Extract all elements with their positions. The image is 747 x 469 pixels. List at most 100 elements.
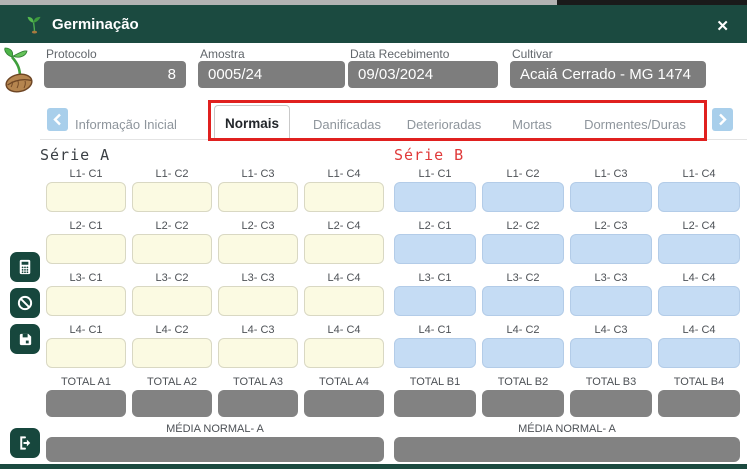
serie-b-title: Série B [394,146,465,164]
page-title: Germinação [52,15,139,33]
seed-count-input[interactable] [482,182,564,212]
seed-count-input[interactable] [132,182,212,212]
seed-count-input[interactable] [304,182,384,212]
tabs-next-button[interactable] [712,108,733,131]
seed-count-input[interactable] [658,338,740,368]
protocolo-label: Protocolo [46,47,97,61]
chevron-left-icon [53,113,61,126]
exit-button[interactable] [10,428,40,458]
save-button[interactable] [10,324,40,354]
seed-count-input[interactable] [394,234,476,264]
tab-dormentes-duras[interactable]: Dormentes/Duras [584,117,686,132]
total-field [482,390,564,417]
seed-count-input[interactable] [394,182,476,212]
cell-label: L2- C2 [506,220,540,232]
cell-label: L3- C1 [69,272,103,284]
media-label: MÉDIA NORMAL- A [518,423,616,435]
cell-label: L4- C3 [594,324,628,336]
window-top-strip-dark [557,0,747,6]
serie-b-grid: L1- C1 L1- C2 L1- C3 L1- C4 L2- C1 L2- C2 L2- … [394,168,740,462]
seed-count-input[interactable] [218,234,298,264]
total-label: TOTAL A1 [61,376,111,388]
seed-count-input[interactable] [570,182,652,212]
exit-arrow-icon [20,436,31,450]
total-label: TOTAL B3 [585,376,637,388]
cell-label: L2- C2 [155,220,189,232]
seed-count-input[interactable] [658,234,740,264]
cell-label: L1- C3 [241,168,275,180]
cultivar-field[interactable]: Acaiá Cerrado - MG 1474 [510,61,706,88]
seed-count-input[interactable] [482,286,564,316]
data-recebimento-field[interactable]: 09/03/2024 [348,61,498,88]
total-label-row: TOTAL A1 TOTAL A2 TOTAL A3 TOTAL A4 [46,376,384,389]
total-field [46,390,126,417]
seed-count-input[interactable] [132,286,212,316]
cell-label: L4- C4 [327,272,361,284]
tabbar-divider [40,139,747,140]
close-icon[interactable]: ✕ [716,18,729,35]
seed-count-input[interactable] [570,286,652,316]
amostra-label: Amostra [200,47,245,61]
total-label: TOTAL B4 [673,376,725,388]
seed-count-input[interactable] [394,286,476,316]
seed-count-input[interactable] [304,234,384,264]
amostra-field[interactable]: 0005/24 [198,61,345,88]
seed-count-input[interactable] [658,182,740,212]
cell-row [394,338,740,368]
total-label: TOTAL B2 [497,376,549,388]
total-field [132,390,212,417]
cell-label-row: L3- C1 L3- C2 L3- C3 L4- C4 [46,272,384,285]
total-label-row: TOTAL B1 TOTAL B2 TOTAL B3 TOTAL B4 [394,376,740,389]
seed-count-input[interactable] [46,182,126,212]
total-field [304,390,384,417]
total-label: TOTAL A3 [233,376,283,388]
cancel-button[interactable] [10,288,40,318]
data-recebimento-label: Data Recebimento [350,47,450,61]
seed-count-input[interactable] [218,182,298,212]
cell-label: L2- C1 [418,220,452,232]
cell-label-row: L1- C1 L1- C2 L1- C3 L1- C4 [394,168,740,181]
protocolo-field[interactable]: 8 [44,61,186,88]
calculate-button[interactable] [10,252,40,282]
chevron-right-icon [719,113,727,126]
seed-count-input[interactable] [482,338,564,368]
cell-label: L4- C1 [69,324,103,336]
seed-count-input[interactable] [658,286,740,316]
tab-normais[interactable]: Normais [214,105,290,141]
media-field [46,437,384,462]
seed-count-input[interactable] [46,286,126,316]
sprout-icon [27,16,41,34]
seed-count-input[interactable] [482,234,564,264]
seed-count-input[interactable] [304,286,384,316]
seed-count-input[interactable] [46,234,126,264]
window-bottom-bar [0,464,747,469]
cell-label: L1- C4 [327,168,361,180]
cell-label-row: L1- C1 L1- C2 L1- C3 L1- C4 [46,168,384,181]
total-label: TOTAL A2 [147,376,197,388]
cell-row [394,182,740,212]
cell-row [46,338,384,368]
total-field [218,390,298,417]
tab-deterioradas[interactable]: Deterioradas [406,117,482,132]
tabs-prev-button[interactable] [47,108,68,131]
tab-informacao-inicial[interactable]: Informação Inicial [75,117,177,132]
tab-danificadas[interactable]: Danificadas [313,117,381,132]
seed-count-input[interactable] [218,338,298,368]
seed-count-input[interactable] [218,286,298,316]
seed-count-input[interactable] [304,338,384,368]
cell-label: L4- C4 [682,324,716,336]
seed-count-input[interactable] [394,338,476,368]
seed-count-input[interactable] [570,338,652,368]
floppy-save-icon [19,333,31,345]
seed-count-input[interactable] [132,338,212,368]
total-field [394,390,476,417]
tab-mortas[interactable]: Mortas [512,117,552,132]
total-field [658,390,740,417]
seed-count-input[interactable] [570,234,652,264]
cell-label-row: L3- C1 L3- C2 L3- C3 L4- C4 [394,272,740,285]
cell-label: L1- C1 [418,168,452,180]
cell-label: L4- C3 [241,324,275,336]
seed-count-input[interactable] [132,234,212,264]
seed-count-input[interactable] [46,338,126,368]
cell-label: L4- C1 [418,324,452,336]
